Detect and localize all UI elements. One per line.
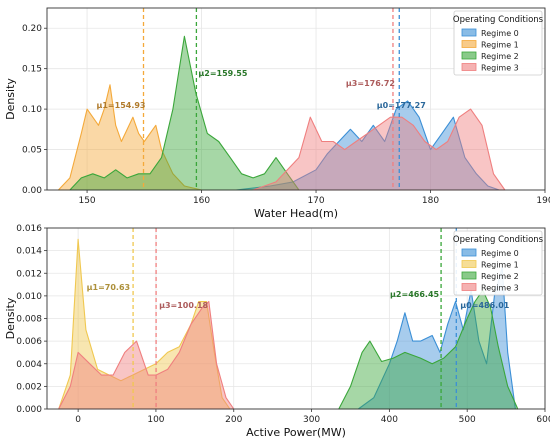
x-axis-label: Active Power(MW) — [246, 426, 346, 439]
x-tick-label-1: 160 — [193, 196, 210, 206]
mean-label-3: μ3=100.18 — [159, 301, 208, 310]
y-tick-label-4: 0.20 — [22, 24, 42, 34]
legend-entry-3: Regime 3 — [481, 284, 519, 293]
x-tick-label-4: 400 — [381, 415, 398, 425]
legend-swatch-3 — [461, 63, 477, 71]
legend-swatch-0 — [461, 248, 477, 257]
density-area-regime-3 — [252, 108, 506, 191]
y-tick-label-1: 0.002 — [16, 382, 42, 392]
x-tick-label-0: 0 — [75, 415, 81, 425]
x-tick-label-3: 300 — [303, 415, 320, 425]
chart-panel-0: μ0=177.27 μ1=154.93 μ2=159.55 μ3=176.72 150 1… — [4, 7, 550, 220]
chart-panel-1: μ0=486.01 μ1=70.63 μ2=466.45 μ3=100.18 0 100 2… — [4, 224, 550, 439]
x-tick-label-2: 200 — [225, 415, 242, 425]
legend-title: Operating Conditions — [453, 235, 544, 245]
y-tick-label-5: 0.010 — [16, 292, 42, 302]
y-tick-label-2: 0.10 — [22, 105, 42, 115]
x-tick-label-3: 180 — [422, 196, 439, 206]
legend-entry-2: Regime 2 — [481, 52, 519, 61]
density-area-regime-0 — [235, 100, 500, 191]
legend-entry-1: Regime 1 — [481, 261, 519, 270]
legend-swatch-2 — [461, 51, 477, 60]
legend-entry-0: Regime 0 — [481, 29, 519, 38]
density-area-regime-2 — [338, 289, 519, 410]
y-tick-label-6: 0.012 — [16, 269, 42, 279]
density-area-regime-1 — [57, 84, 203, 191]
y-tick-label-0: 0.000 — [16, 405, 42, 415]
y-tick-label-8: 0.016 — [16, 224, 42, 234]
mean-label-3: μ3=176.72 — [346, 79, 395, 88]
y-tick-label-3: 0.15 — [22, 65, 42, 75]
legend-swatch-1 — [461, 260, 477, 268]
y-tick-label-1: 0.05 — [22, 146, 42, 156]
x-tick-label-2: 170 — [307, 196, 324, 206]
mean-label-1: μ1=70.63 — [87, 283, 130, 292]
x-tick-label-6: 600 — [536, 415, 550, 425]
y-tick-label-7: 0.014 — [16, 247, 42, 257]
mean-label-1: μ1=154.93 — [96, 101, 145, 110]
mean-label-2: μ2=466.45 — [390, 290, 439, 299]
mean-label-2: μ2=159.55 — [198, 69, 247, 78]
legend-swatch-0 — [461, 28, 477, 37]
legend-swatch-1 — [461, 40, 477, 48]
y-tick-label-3: 0.006 — [16, 337, 42, 347]
y-tick-label-0: 0.00 — [22, 186, 42, 196]
legend-swatch-3 — [461, 283, 477, 291]
x-tick-label-5: 500 — [459, 415, 476, 425]
x-tick-label-0: 150 — [78, 196, 95, 206]
y-tick-label-2: 0.004 — [16, 360, 42, 370]
legend-entry-3: Regime 3 — [481, 64, 519, 73]
mean-label-0: μ0=177.27 — [377, 101, 426, 110]
legend-entry-1: Regime 1 — [481, 41, 519, 50]
legend-title: Operating Conditions — [453, 15, 544, 25]
y-tick-label-4: 0.008 — [16, 315, 42, 325]
mean-label-0: μ0=486.01 — [460, 301, 509, 310]
y-axis-label: Density — [4, 78, 17, 120]
x-tick-label-1: 100 — [147, 415, 164, 425]
x-tick-label-4: 190 — [536, 196, 550, 206]
legend-swatch-2 — [461, 271, 477, 280]
y-axis-label: Density — [4, 297, 17, 339]
legend: Operating Conditions Regime 0 Regime 1 Regi… — [453, 10, 544, 76]
density-area-regime-2 — [69, 35, 300, 191]
legend-entry-0: Regime 0 — [481, 249, 519, 258]
x-axis-label: Water Head(m) — [254, 207, 338, 220]
legend-entry-2: Regime 2 — [481, 272, 519, 281]
plot-frame — [46, 7, 546, 191]
legend: Operating Conditions Regime 0 Regime 1 Regi… — [453, 230, 544, 296]
